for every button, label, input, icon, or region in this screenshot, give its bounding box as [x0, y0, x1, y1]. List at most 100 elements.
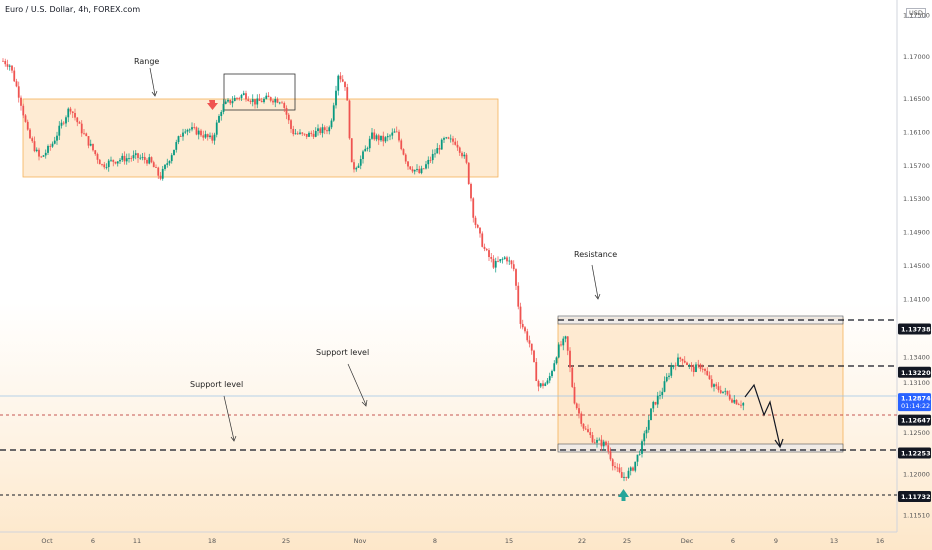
candle	[456, 140, 459, 151]
candle	[611, 458, 614, 471]
range-arrow-head	[151, 90, 158, 97]
time-tick-4: 25	[282, 537, 290, 545]
candle	[238, 96, 241, 101]
candle	[679, 356, 682, 362]
candle	[409, 166, 412, 171]
candle	[299, 129, 301, 135]
candle	[44, 149, 47, 159]
candle	[740, 400, 742, 409]
price-tick-5: 1.15300	[903, 195, 930, 203]
candle	[33, 136, 36, 153]
candle	[562, 336, 565, 351]
consolidation-box[interactable]	[557, 317, 844, 451]
candle	[357, 163, 360, 168]
candle	[13, 67, 16, 83]
projection-path[interactable]	[744, 383, 781, 447]
candle	[670, 362, 673, 379]
price-tick-9: 1.13400	[903, 354, 930, 362]
candle	[278, 101, 281, 105]
candle	[641, 439, 643, 458]
candle	[272, 99, 274, 105]
price-tick-10: 1.13100	[903, 379, 930, 387]
candle	[704, 367, 706, 375]
candle	[731, 397, 733, 404]
resistance-arrow	[591, 264, 599, 299]
candle	[461, 151, 463, 159]
candle	[335, 85, 337, 109]
candle	[398, 129, 400, 143]
projection-arrow-head	[774, 438, 784, 449]
support-arrow-1	[347, 363, 367, 406]
candle	[537, 379, 540, 392]
candle	[116, 161, 119, 167]
candle	[386, 133, 389, 142]
candle	[215, 119, 218, 138]
annotation-support-1: Support level	[316, 348, 369, 357]
candle	[553, 360, 556, 372]
candle	[425, 160, 427, 170]
candle	[373, 129, 376, 141]
candle	[591, 431, 594, 444]
candle	[269, 96, 272, 103]
candle	[438, 144, 441, 155]
candle	[521, 319, 524, 330]
candle	[339, 72, 342, 83]
candle	[42, 154, 45, 157]
candle	[130, 155, 133, 162]
candle	[503, 255, 506, 260]
candle	[413, 169, 416, 175]
candle	[146, 158, 148, 166]
candle	[24, 113, 27, 123]
candle	[80, 120, 83, 137]
candle	[179, 134, 182, 137]
candle	[224, 99, 227, 105]
candle	[330, 118, 333, 130]
candle	[267, 92, 270, 98]
consolidation-rectangle[interactable]	[223, 73, 296, 111]
time-tick-11: 6	[731, 537, 735, 545]
candle	[508, 256, 511, 266]
candle	[103, 161, 106, 170]
candle	[623, 472, 625, 482]
price-tick-7: 1.14500	[903, 262, 930, 270]
candle	[56, 131, 58, 145]
candle	[310, 130, 313, 137]
candle	[78, 120, 81, 124]
candle	[112, 159, 115, 167]
currency-badge[interactable]: USD	[906, 8, 926, 18]
candle	[312, 129, 315, 139]
candle	[355, 166, 358, 172]
candle	[366, 146, 369, 152]
candle	[319, 126, 322, 136]
candle	[422, 168, 425, 170]
candle	[393, 128, 396, 133]
candle	[375, 133, 378, 142]
candle	[605, 440, 607, 447]
level-badge-3: 1.12253	[898, 447, 931, 459]
candle	[566, 336, 569, 356]
candle	[474, 215, 477, 229]
candle	[4, 58, 7, 67]
candle	[128, 153, 130, 163]
candle	[573, 382, 576, 405]
time-tick-2: 11	[133, 537, 141, 545]
support-zone[interactable]	[557, 443, 844, 453]
sell-arrow-icon	[207, 103, 218, 110]
candle	[431, 149, 434, 164]
candle	[240, 93, 243, 101]
candle	[638, 450, 641, 456]
candle	[389, 134, 391, 141]
candle	[60, 119, 63, 129]
candle	[447, 136, 450, 140]
candle	[67, 107, 70, 123]
candle	[494, 257, 497, 273]
candle	[301, 132, 304, 136]
candle	[476, 223, 479, 229]
level-badge-0: 1.13738	[898, 323, 931, 335]
candle	[380, 135, 382, 142]
candle	[22, 103, 25, 119]
candle	[38, 147, 40, 161]
candle	[701, 364, 704, 373]
time-tick-6: 8	[433, 537, 437, 545]
